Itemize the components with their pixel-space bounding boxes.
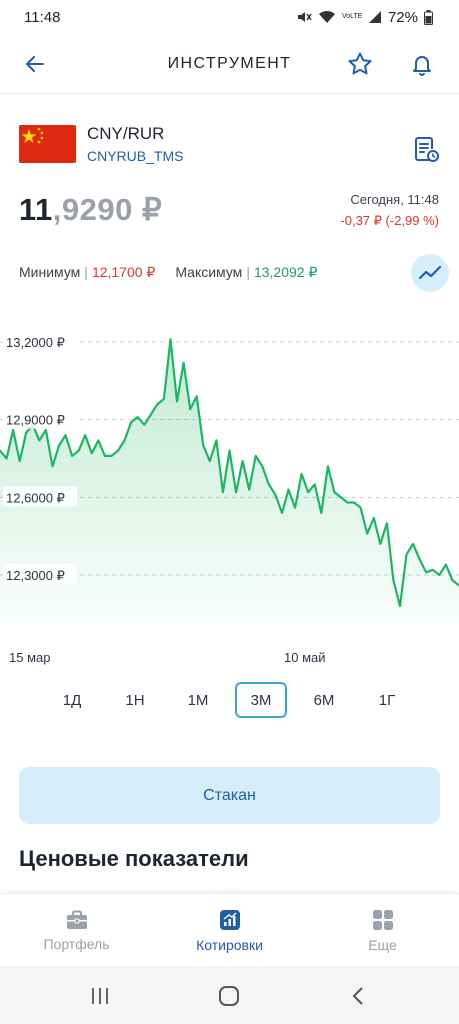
chart-icon	[219, 909, 240, 930]
min-label: Минимум	[19, 264, 81, 280]
current-price: 11,9290 ₽	[19, 192, 162, 228]
home-icon	[219, 986, 239, 1006]
price-chart[interactable]: 13,2000 ₽ 12,9000 ₽ 12,6000 ₽ 12,3000 ₽ 15 …	[0, 305, 459, 675]
y-tick-label: 12,9000 ₽	[6, 413, 65, 428]
price-range: Минимум | 12,1700 ₽ Максимум | 13,2092 ₽	[19, 264, 318, 280]
tab-more[interactable]: Еще	[306, 894, 459, 967]
line-chart-icon	[418, 265, 442, 280]
bottom-tab-bar: Портфель Котировки Еще	[0, 893, 459, 966]
period-selector: 1Д 1Н 1М 3М 6М 1Г	[0, 680, 459, 720]
flag-stars-icon	[21, 127, 44, 144]
home-button[interactable]	[209, 982, 249, 1010]
price-timestamp: Сегодня, 11:48	[350, 192, 439, 207]
recent-apps-icon	[92, 988, 108, 1004]
battery-icon	[424, 9, 433, 25]
page-title: ИНСТРУМЕНТ	[167, 54, 292, 72]
price-change: -0,37 ₽ (-2,99 %)	[340, 213, 439, 228]
tab-quotes-label: Котировки	[196, 936, 263, 953]
max-value: 13,2092 ₽	[253, 264, 318, 280]
signal-icon	[368, 11, 381, 23]
briefcase-icon	[66, 910, 87, 929]
min-value: 12,1700 ₽	[91, 264, 156, 280]
favorite-button[interactable]	[343, 47, 377, 81]
bell-icon	[413, 56, 431, 76]
chart-type-button[interactable]	[411, 254, 449, 292]
chart-area	[0, 339, 459, 625]
instrument-code[interactable]: CNYRUB_TMS	[87, 148, 184, 164]
instrument-name: CNY/RUR	[87, 124, 165, 143]
recent-apps-button[interactable]	[80, 982, 120, 1010]
status-bar: 11:48 VoLTE 72%	[0, 0, 459, 34]
back-button[interactable]	[18, 47, 52, 81]
battery-percent: 72%	[387, 8, 418, 26]
price-integer: 11	[19, 192, 53, 227]
y-tick-label: 12,3000 ₽	[6, 568, 65, 583]
tab-portfolio-label: Портфель	[43, 935, 110, 952]
period-1y[interactable]: 1Г	[378, 691, 396, 709]
section-title: Ценовые показатели	[19, 846, 249, 871]
y-tick-label: 12,6000 ₽	[6, 490, 65, 505]
system-back-button[interactable]	[338, 982, 378, 1010]
y-tick-label-bg	[3, 331, 77, 351]
tab-portfolio[interactable]: Портфель	[0, 894, 153, 967]
status-time: 11:48	[24, 8, 61, 26]
tab-quotes[interactable]: Котировки	[153, 894, 306, 967]
chevron-left-icon	[352, 987, 363, 1005]
arrow-left-icon	[26, 56, 44, 72]
grid-icon	[372, 909, 393, 930]
price-fraction: ,9290 ₽	[52, 192, 163, 227]
document-clock-icon	[415, 137, 439, 162]
period-1m[interactable]: 1М	[187, 691, 209, 709]
china-flag	[19, 125, 76, 163]
y-tick-label: 13,2000 ₽	[6, 335, 65, 350]
star-icon	[348, 52, 372, 75]
system-nav-bar	[0, 966, 459, 1024]
period-3m[interactable]: 3М	[235, 682, 287, 718]
tab-more-label: Еще	[368, 936, 397, 953]
period-1w[interactable]: 1Н	[125, 691, 145, 709]
status-icons: VoLTE 72%	[296, 9, 433, 26]
chart-line	[0, 338, 459, 608]
y-tick-label-bg	[3, 408, 77, 429]
x-tick-label: 15 мар	[9, 650, 50, 665]
mute-icon	[297, 12, 312, 22]
order-book-button[interactable]: Стакан	[19, 767, 440, 824]
y-tick-label-bg	[3, 486, 77, 507]
app-header: ИНСТРУМЕНТ	[0, 34, 459, 94]
max-label: Максимум	[175, 264, 243, 280]
period-6m[interactable]: 6М	[313, 691, 335, 709]
instrument-info: CNY/RUR CNYRUB_TMS	[19, 120, 439, 170]
y-tick-label-bg	[3, 564, 77, 584]
instrument-details-button[interactable]	[412, 134, 442, 166]
x-tick-label: 10 май	[284, 650, 326, 665]
wifi-icon	[318, 10, 335, 23]
price-chart-svg: 13,2000 ₽ 12,9000 ₽ 12,6000 ₽ 12,3000 ₽ 15 …	[0, 331, 459, 665]
volte-label: VoLTE	[341, 13, 363, 20]
notifications-button[interactable]	[405, 47, 439, 81]
period-1d[interactable]: 1Д	[62, 691, 82, 709]
